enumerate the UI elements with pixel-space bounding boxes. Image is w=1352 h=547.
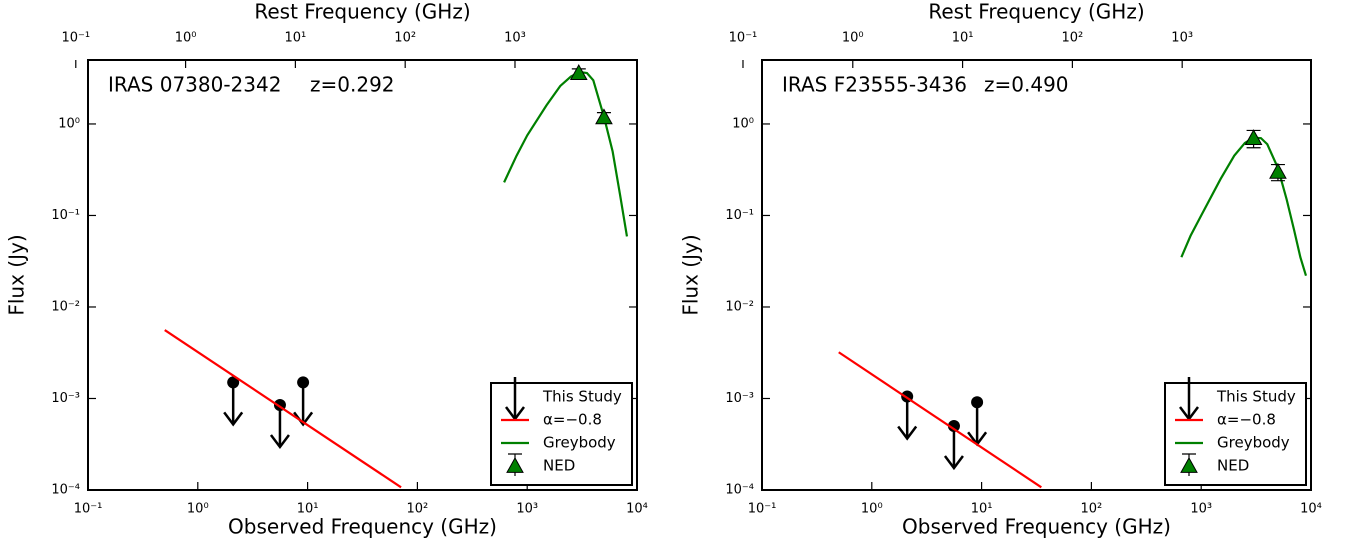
y-axis-label: Flux (Jy) bbox=[679, 234, 703, 315]
ned-point bbox=[595, 108, 613, 125]
y-tick-label: 10⁻¹ bbox=[725, 208, 754, 223]
x-axis-label: Observed Frequency (GHz) bbox=[902, 515, 1171, 539]
x2-axis-label: Rest Frequency (GHz) bbox=[254, 0, 470, 24]
line bbox=[838, 351, 1042, 489]
upper-limit-point bbox=[971, 396, 984, 409]
x-tick-label: 10³ bbox=[516, 502, 538, 517]
line bbox=[164, 329, 402, 489]
line bbox=[1180, 136, 1308, 276]
y-tick-label: 10⁻³ bbox=[51, 391, 80, 406]
panel: 10⁻¹ 10⁰ 10¹ 10² 10³ 10⁴ 10⁻¹ 10⁰ 10¹ 10² 10³ 10⁻⁴ 1… bbox=[679, 0, 1322, 539]
x-axis-label: Observed Frequency (GHz) bbox=[228, 515, 497, 539]
y-tick-label: 10⁻² bbox=[725, 299, 754, 314]
arrow-head bbox=[269, 434, 290, 450]
x2-tick-label: 10³ bbox=[1171, 31, 1193, 46]
x-tick-label: 10² bbox=[407, 502, 429, 517]
annotation: IRAS F23555-3436 bbox=[782, 73, 967, 97]
y-tick-label: 10⁻² bbox=[51, 299, 80, 314]
x-tick-label: 10³ bbox=[1190, 502, 1212, 517]
ned-point bbox=[1269, 162, 1287, 179]
x-tick-label: 10⁰ bbox=[187, 502, 209, 517]
upper-limit-point bbox=[227, 376, 240, 389]
x2-tick-label: 10⁰ bbox=[842, 31, 864, 46]
ned-point bbox=[569, 64, 588, 80]
legend-label: NED bbox=[1217, 457, 1249, 475]
x-tick-label: 10⁰ bbox=[861, 502, 883, 517]
redshift-label: z=0.292 bbox=[310, 73, 395, 97]
upper-limit bbox=[943, 420, 964, 471]
x2-tick-label: 10³ bbox=[504, 31, 526, 46]
legend-marker bbox=[506, 456, 524, 473]
x-tick-label: 10⁴ bbox=[1300, 502, 1322, 517]
legend-label: This Study bbox=[542, 388, 622, 406]
x2-tick-label: 10⁻¹ bbox=[729, 31, 758, 46]
legend-label: Greybody bbox=[1217, 434, 1290, 452]
panel: 10⁻¹ 10⁰ 10¹ 10² 10³ 10⁴ 10⁻¹ 10⁰ 10¹ 10² 10³ 10⁻⁴ 1… bbox=[5, 0, 648, 539]
y-tick-label: 10⁻¹ bbox=[51, 208, 80, 223]
x2-tick-label: 10¹ bbox=[952, 31, 974, 46]
legend-label: Greybody bbox=[543, 434, 616, 452]
x2-tick-label: 10⁻¹ bbox=[61, 31, 90, 46]
legend-label: α=−0.8 bbox=[1217, 411, 1276, 429]
plot-frame bbox=[87, 59, 638, 491]
y-tick-label: 10⁰ bbox=[732, 116, 754, 131]
x2-tick-label: 10⁰ bbox=[175, 31, 197, 46]
upper-limit-point bbox=[297, 376, 310, 389]
upper-limit bbox=[293, 376, 314, 427]
x-tick-label: 10⁴ bbox=[626, 502, 648, 517]
arrow-head bbox=[943, 455, 964, 471]
x-tick-label: 10⁻¹ bbox=[74, 502, 103, 517]
legend-marker bbox=[1180, 456, 1198, 473]
upper-limit bbox=[223, 376, 244, 427]
plot-frame bbox=[761, 59, 1312, 491]
legend-label: NED bbox=[543, 457, 575, 475]
y-tick-label: 10⁻³ bbox=[725, 391, 754, 406]
y-tick-label: 10⁻⁴ bbox=[725, 483, 754, 498]
y-axis-label: Flux (Jy) bbox=[5, 234, 29, 315]
x2-tick-label: 10² bbox=[1062, 31, 1084, 46]
upper-limit-point bbox=[947, 420, 960, 433]
legend-label: α=−0.8 bbox=[543, 411, 602, 429]
arrow-head bbox=[897, 425, 918, 441]
x-tick-label: 10⁻¹ bbox=[748, 502, 777, 517]
y-tick-label: 10⁻⁴ bbox=[51, 483, 80, 498]
x2-tick-label: 10² bbox=[394, 31, 416, 46]
x-tick-label: 10¹ bbox=[297, 502, 319, 517]
ned-point bbox=[1244, 129, 1263, 146]
arrow-head bbox=[223, 411, 244, 427]
y-tick-label: 10⁰ bbox=[58, 116, 80, 131]
arrow-head bbox=[293, 411, 314, 427]
upper-limit bbox=[967, 396, 988, 447]
redshift-label: z=0.490 bbox=[984, 73, 1069, 97]
annotation: IRAS 07380-2342 bbox=[108, 73, 281, 97]
x-tick-label: 10¹ bbox=[971, 502, 993, 517]
line bbox=[503, 70, 629, 237]
legend-label: This Study bbox=[1216, 388, 1296, 406]
x2-axis-label: Rest Frequency (GHz) bbox=[928, 0, 1144, 24]
x2-tick-label: 10¹ bbox=[285, 31, 307, 46]
x-tick-label: 10² bbox=[1081, 502, 1103, 517]
